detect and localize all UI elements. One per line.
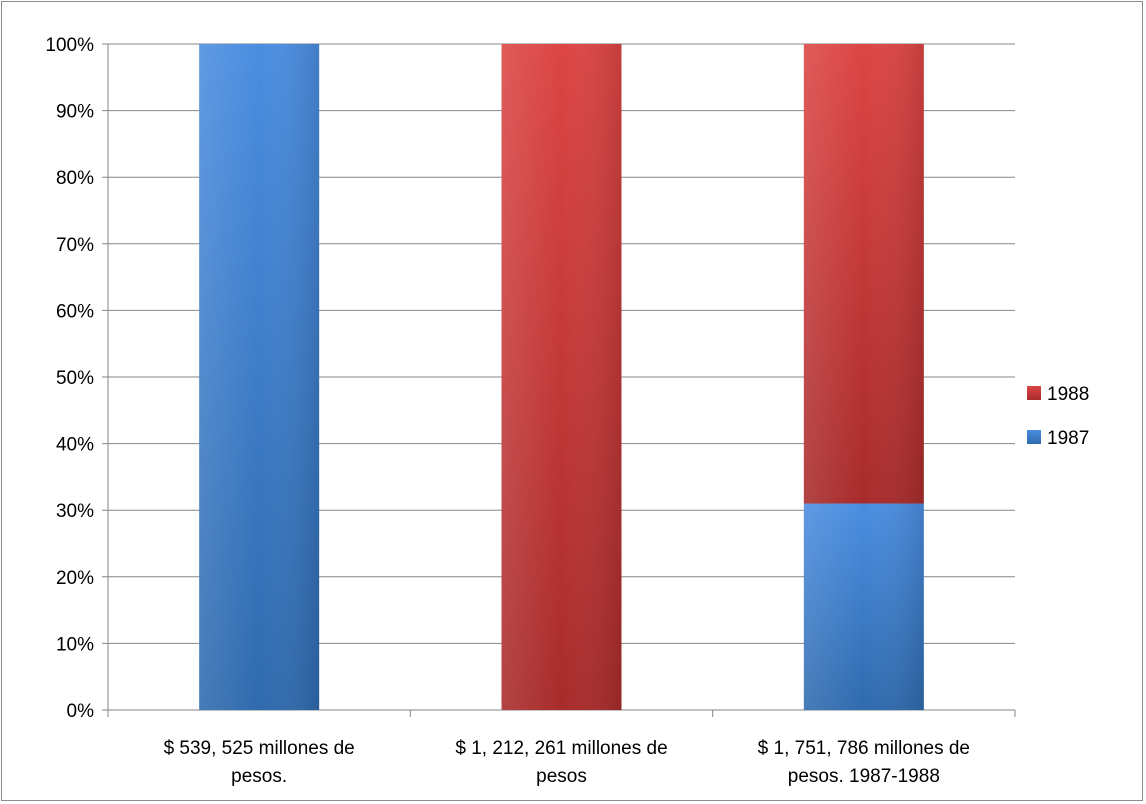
legend-label-1988: 1988	[1047, 384, 1089, 405]
legend-label-1987: 1987	[1047, 428, 1089, 449]
y-tick-label: 100%	[45, 35, 94, 56]
legend-swatch-1988	[1027, 386, 1041, 400]
x-category-label: pesos.	[231, 766, 287, 787]
x-category-label: pesos	[536, 766, 587, 787]
bars	[199, 44, 924, 710]
x-axis-category-labels: $ 539, 525 millones de pesos. $ 1, 212, 26…	[164, 738, 970, 787]
y-tick-label: 30%	[56, 501, 94, 522]
y-tick-label: 80%	[56, 168, 94, 189]
x-category-label: $ 1, 212, 261 millones de	[455, 738, 667, 759]
y-tick-label: 40%	[56, 435, 94, 456]
x-category-label: pesos. 1987-1988	[788, 766, 940, 787]
y-tick-label: 90%	[56, 102, 94, 123]
y-tick-label: 10%	[56, 634, 94, 655]
bar-segment-shade	[803, 44, 924, 504]
x-category-label: $ 1, 751, 786 millones de	[758, 738, 970, 759]
y-axis-tick-labels: 0% 10% 20% 30% 40% 50% 60% 70% 80% 90% 100%	[45, 35, 94, 722]
x-category-label: $ 539, 525 millones de	[164, 738, 355, 759]
y-tick-label: 60%	[56, 301, 94, 322]
y-tick-label: 0%	[67, 701, 95, 722]
legend: 1988 1987	[1027, 384, 1089, 449]
bar-segment-shade	[199, 44, 320, 710]
legend-swatch-1987	[1027, 430, 1041, 444]
bar-segment-shade	[803, 503, 924, 710]
y-tick-label: 50%	[56, 368, 94, 389]
y-tick-label: 20%	[56, 568, 94, 589]
y-tick-label: 70%	[56, 235, 94, 256]
bar-segment-shade	[501, 44, 622, 710]
